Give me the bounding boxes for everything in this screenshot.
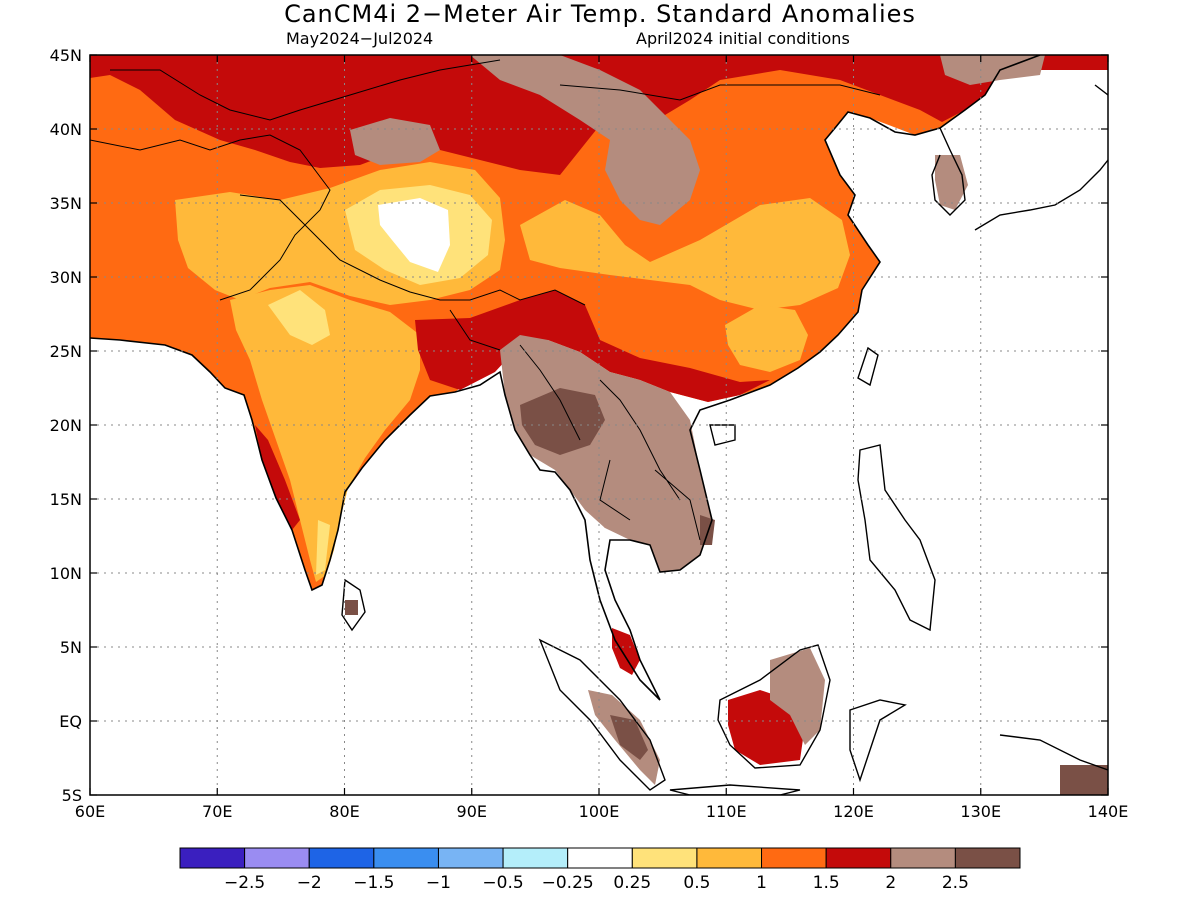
lon-tick-label: 110E <box>706 802 747 821</box>
coastline-sri-lanka <box>341 578 366 632</box>
colorbar-bin <box>825 847 892 869</box>
coastline-taiwan <box>857 346 879 387</box>
country-borders <box>90 59 881 541</box>
colorbar-label: −0.5 <box>482 873 523 893</box>
colorbar-bin <box>696 847 763 869</box>
colorbar-bin <box>761 847 827 869</box>
lat-tick-label: 45N <box>50 46 82 65</box>
colorbar-bin <box>567 847 633 869</box>
forecast-period: May2024−Jul2024 <box>286 29 434 48</box>
anomaly-region-light-orange-china <box>520 198 850 310</box>
lon-tick-label: 130E <box>960 802 1001 821</box>
anomaly-region-dark-brown-sri-lanka <box>345 600 358 615</box>
anomaly-region-light-orange-south-china <box>725 305 808 372</box>
colorbar-bin <box>502 847 569 869</box>
colorbar-label: 1 <box>756 873 767 893</box>
colorbar-bin <box>373 847 439 869</box>
coastline-sumatra <box>538 638 666 791</box>
coastline-sulawesi <box>849 699 907 783</box>
colorbar-label: 1.5 <box>813 873 840 893</box>
anomaly-region-dark-brown-new-guinea <box>1060 765 1108 795</box>
colorbar-label: 0.5 <box>683 873 710 893</box>
anomaly-region-yellow-india-tip <box>316 520 330 575</box>
lat-tick-label: 30N <box>50 268 82 287</box>
lon-tick-label: 100E <box>579 802 620 821</box>
lat-tick-label: 10N <box>50 564 82 583</box>
lat-tick-label: 40N <box>50 120 82 139</box>
colorbar-bin <box>179 847 246 869</box>
lat-tick-label: EQ <box>59 712 82 731</box>
initial-conditions: April2024 initial conditions <box>636 29 850 48</box>
lon-tick-label: 60E <box>75 802 105 821</box>
map-axes: 60E 70E 80E 90E 100E 110E 120E 130E 140E 45N 40N 35… <box>50 46 1129 821</box>
colorbar-label: 0.25 <box>613 873 651 893</box>
colorbar-bin <box>308 847 375 869</box>
anomaly-region-light-orange-india <box>230 285 420 582</box>
colorbar-label: −2 <box>297 873 322 893</box>
anomaly-region-white-plateau <box>378 198 450 272</box>
colorbar-label: −0.25 <box>542 873 594 893</box>
map-gridlines <box>90 55 1108 795</box>
anomaly-region-brown-mongolia <box>470 55 700 225</box>
coastline-philippines <box>857 444 936 632</box>
colorbar: −2.5 −2 −1.5 −1 −0.5 −0.25 0.25 0.5 1 1.5 2 2.5 <box>179 847 1021 893</box>
colorbar-bin <box>437 847 504 869</box>
lon-tick-label: 80E <box>329 802 359 821</box>
lat-tick-label: 35N <box>50 194 82 213</box>
coastline-borneo <box>717 644 831 769</box>
coastline-japan <box>974 84 1108 231</box>
anomaly-region-red-himalaya <box>415 290 770 402</box>
coastline-hainan <box>709 424 736 446</box>
colorbar-label: −2.5 <box>224 873 265 893</box>
anomaly-region-red-india-west <box>255 425 300 530</box>
lat-tick-label: 20N <box>50 416 82 435</box>
colorbar-bin <box>244 847 310 869</box>
lon-tick-label: 120E <box>833 802 874 821</box>
coastline-asia <box>90 55 1041 701</box>
colorbar-label: −1.5 <box>353 873 394 893</box>
colorbar-label: −1 <box>426 873 451 893</box>
anomaly-region-red-malaysia <box>612 628 640 675</box>
colorbar-label: 2.5 <box>942 873 969 893</box>
anomaly-region-yellow-india <box>268 290 330 345</box>
map-field <box>90 55 1108 795</box>
map-title: CanCM4i 2−Meter Air Temp. Standard Anoma… <box>284 0 916 28</box>
lat-tick-label: 5S <box>62 786 82 805</box>
anomaly-region-brown-central-asia <box>350 118 440 165</box>
lon-tick-label: 70E <box>202 802 232 821</box>
colorbar-label: 2 <box>885 873 896 893</box>
lat-tick-label: 15N <box>50 490 82 509</box>
lat-tick-label: 25N <box>50 342 82 361</box>
coastline-new-guinea <box>999 734 1108 771</box>
coastline-java <box>669 784 801 795</box>
colorbar-bin <box>890 847 956 869</box>
lon-tick-label: 90E <box>457 802 487 821</box>
anomaly-region-dark-brown-myanmar <box>520 388 605 455</box>
lon-tick-label: 140E <box>1088 802 1129 821</box>
lat-tick-label: 5N <box>60 638 82 657</box>
anomaly-region-dark-brown-sumatra <box>610 715 648 760</box>
colorbar-bin <box>631 847 698 869</box>
colorbar-bin <box>954 847 1021 869</box>
coastline-korea <box>931 127 966 216</box>
